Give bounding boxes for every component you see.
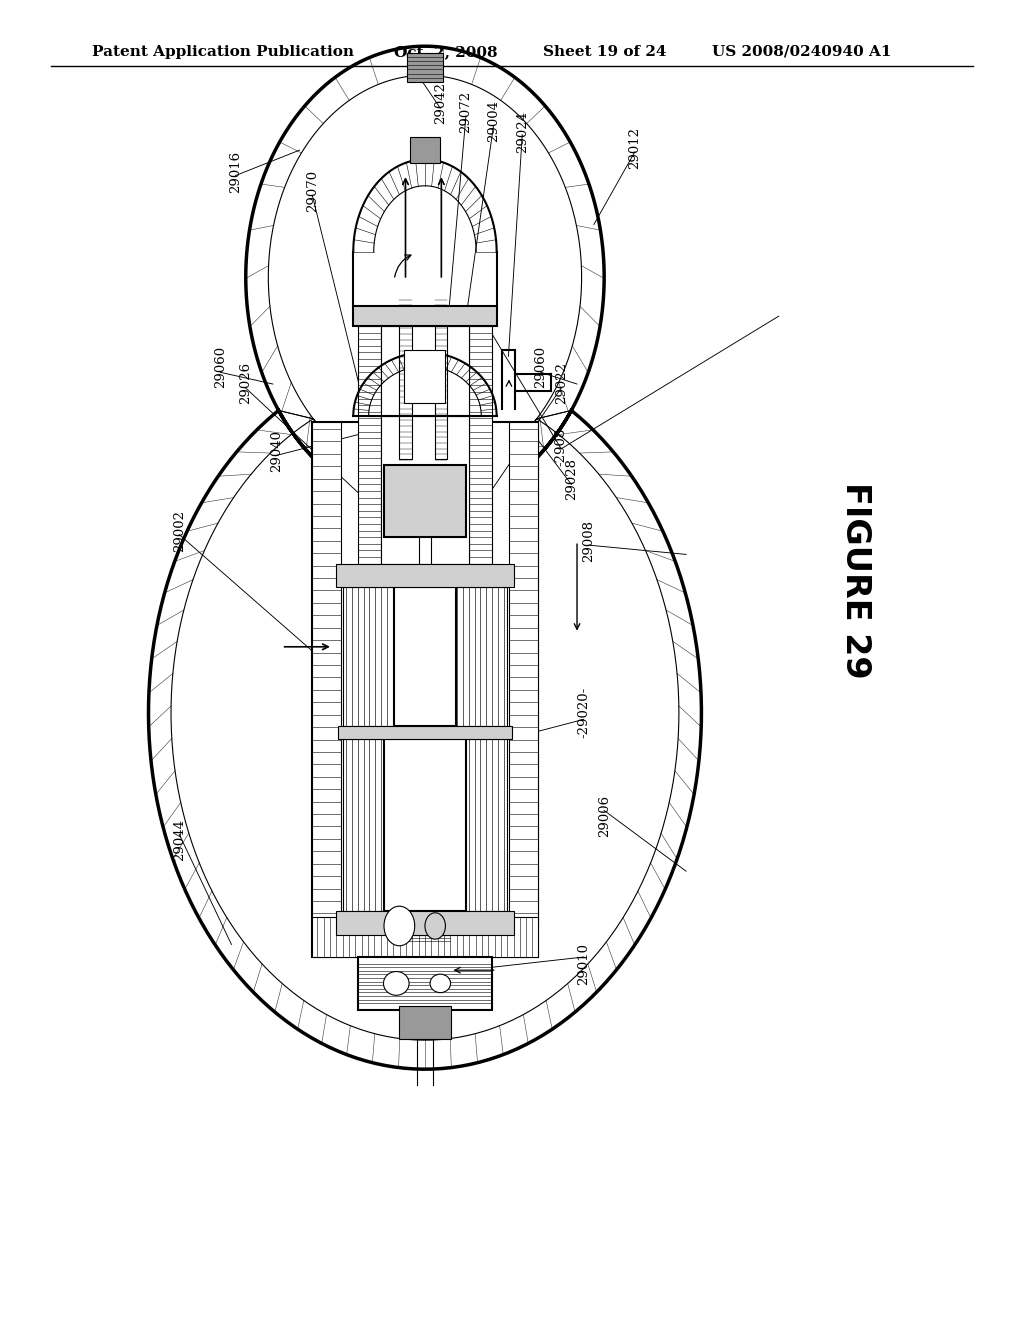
Bar: [312, 422, 538, 957]
Text: 29016: 29016: [229, 150, 242, 193]
Bar: [435, 306, 447, 459]
Bar: [384, 465, 466, 537]
Bar: [343, 739, 507, 911]
Bar: [358, 326, 381, 564]
Text: 29042: 29042: [434, 82, 446, 124]
Bar: [400, 917, 450, 935]
Bar: [381, 326, 469, 564]
Text: 29070: 29070: [306, 170, 318, 213]
Text: -2908-: -2908-: [555, 424, 567, 466]
Text: Sheet 19 of 24: Sheet 19 of 24: [543, 45, 667, 59]
Text: 29072: 29072: [460, 91, 472, 133]
Bar: [394, 587, 456, 726]
Bar: [407, 53, 443, 82]
Text: 29022: 29022: [555, 362, 567, 404]
Text: 29004: 29004: [487, 100, 500, 143]
Text: Patent Application Publication: Patent Application Publication: [92, 45, 354, 59]
Text: 29028: 29028: [565, 458, 578, 500]
Ellipse shape: [425, 913, 445, 940]
Text: 29024: 29024: [516, 111, 528, 153]
Bar: [312, 422, 341, 920]
Ellipse shape: [384, 906, 415, 945]
Bar: [410, 137, 440, 164]
Bar: [384, 739, 466, 911]
Text: 29012: 29012: [629, 127, 641, 169]
Text: 29044: 29044: [173, 818, 185, 861]
Ellipse shape: [430, 974, 451, 993]
Bar: [509, 422, 538, 920]
Text: 29060: 29060: [214, 346, 226, 388]
Bar: [336, 911, 514, 935]
Text: 29002: 29002: [173, 510, 185, 552]
Text: -29020-: -29020-: [578, 688, 590, 738]
Text: 29026: 29026: [240, 362, 252, 404]
Bar: [312, 917, 538, 957]
Text: Oct. 2, 2008: Oct. 2, 2008: [394, 45, 498, 59]
Bar: [469, 326, 492, 564]
Text: 29010: 29010: [578, 942, 590, 985]
Bar: [358, 957, 492, 1010]
Text: 29006: 29006: [598, 795, 610, 837]
Bar: [338, 726, 512, 739]
Bar: [399, 1006, 451, 1039]
Ellipse shape: [383, 972, 409, 995]
Text: 29040: 29040: [270, 430, 283, 473]
Text: 29060: 29060: [535, 346, 547, 388]
Text: FIGURE 29: FIGURE 29: [839, 483, 871, 678]
Bar: [353, 306, 497, 326]
Text: US 2008/0240940 A1: US 2008/0240940 A1: [712, 45, 891, 59]
Bar: [336, 564, 514, 587]
Bar: [404, 350, 445, 403]
Text: 29008: 29008: [583, 520, 595, 562]
Bar: [399, 306, 412, 459]
Bar: [343, 587, 507, 726]
